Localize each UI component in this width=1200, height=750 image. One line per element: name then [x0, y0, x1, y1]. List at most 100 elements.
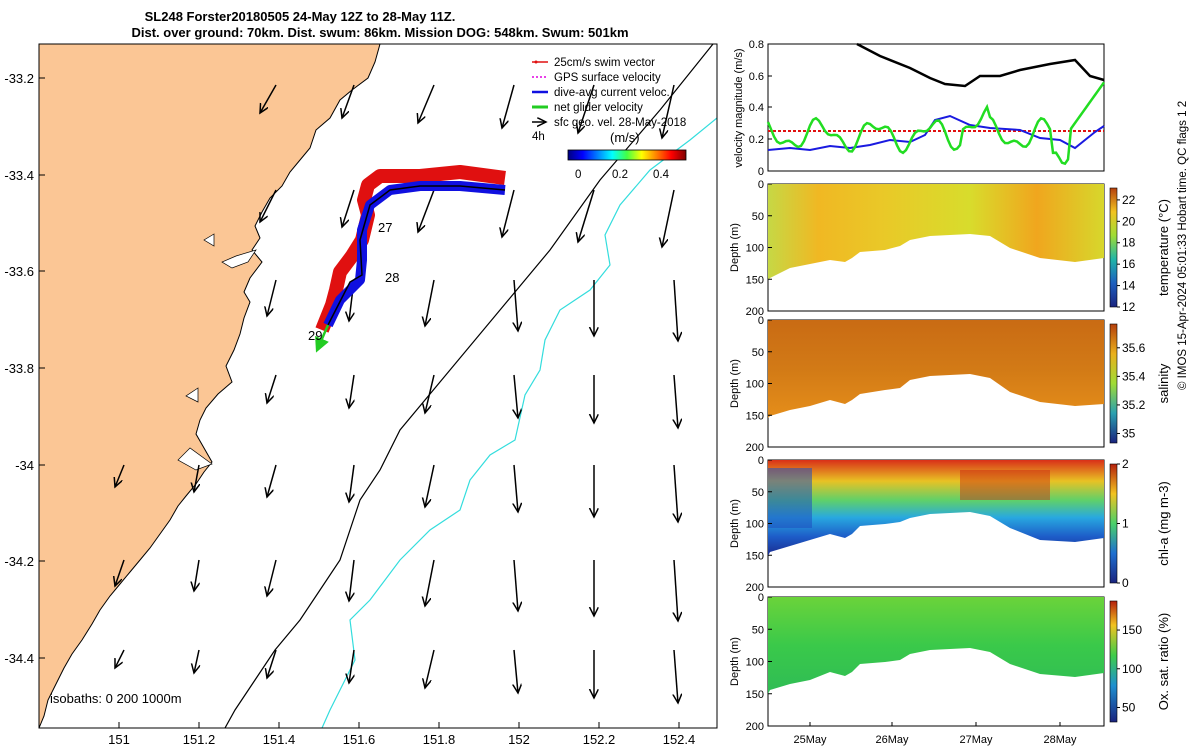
depth-tick: 200: [746, 306, 764, 318]
current-arrow: [425, 464, 435, 507]
legend-dive-avg: dive-avg current veloc.: [554, 87, 670, 99]
colorbar-label: salinity: [1156, 363, 1171, 403]
current-arrow: [662, 189, 675, 247]
isobath-200m: [224, 44, 714, 728]
current-arrow: [425, 374, 435, 413]
glider-track: [315, 165, 506, 353]
colorbar-tick: 35.6: [1122, 341, 1146, 355]
depth-tick: 150: [746, 410, 764, 422]
current-arrow: [267, 559, 277, 596]
current-arrow: [115, 559, 125, 586]
current-arrow: [674, 559, 678, 621]
depth-tick: 50: [752, 487, 764, 499]
colorbar-tick: 0.2: [612, 169, 628, 181]
current-arrow: [578, 189, 595, 242]
chart-title-line2: Dist. over ground: 70km. Dist. swum: 86k…: [131, 25, 629, 40]
velocity-line-black: [856, 42, 1105, 88]
legend-net-glider: net glider velocity: [554, 102, 643, 114]
depth-label: Depth (m): [729, 637, 741, 686]
velocity-ytick: 0.6: [749, 71, 764, 83]
isobaths-label: isobaths: 0 200 1000m: [50, 691, 182, 706]
date-tick: 26May: [875, 734, 909, 746]
depth-tick: 50: [752, 211, 764, 223]
date-tick: 25May: [793, 734, 827, 746]
lon-tick-label: 151.4: [263, 732, 296, 747]
map-panel: 27 28 29 151 151.2 151.4 151.6 151.8 152 152.2…: [4, 43, 718, 747]
colorbar-tick: 20: [1122, 214, 1136, 228]
current-arrow: [349, 649, 354, 683]
day-label-28: 28: [385, 270, 399, 285]
depth-tick: 100: [746, 243, 764, 255]
current-arrow: [502, 189, 515, 237]
depth-tick: 0: [758, 179, 764, 191]
current-arrow: [267, 464, 277, 497]
velocity-ytick: 0.8: [749, 39, 764, 51]
lat-tick-label: -33.2: [4, 71, 34, 86]
depth-tick: 0: [758, 592, 764, 604]
current-arrow: [342, 189, 355, 227]
lon-tick-label: 151.6: [343, 732, 376, 747]
velocity-line-green: [766, 81, 1106, 166]
timeseries-panels: velocity magnitude (m/s) 0 0.2 0.4 0.6 0.8 1…: [729, 39, 1189, 746]
legend-gps-velocity: GPS surface velocity: [554, 72, 661, 84]
lat-tick-label: -33.4: [4, 168, 34, 183]
colorbar-label: temperature (°C): [1156, 199, 1171, 296]
colorbar-tick: 14: [1122, 279, 1136, 293]
salinity-panel: 35 35.2 35.4 35.6 salinity: [767, 319, 1171, 448]
day-label-27: 27: [378, 220, 392, 235]
depth-tick: 50: [752, 624, 764, 636]
colorbar-tick: 18: [1122, 236, 1136, 250]
current-arrow: [267, 649, 277, 678]
current-arrow: [267, 374, 277, 403]
velocity-panel: velocity magnitude (m/s) 0 0.2 0.4 0.6 0.8: [733, 39, 1106, 178]
land-mass: [39, 44, 381, 728]
current-arrow: [194, 649, 199, 673]
colorbar-tick: 0.4: [653, 169, 670, 181]
lat-tick-label: -33.8: [4, 361, 34, 376]
depth-tick: 50: [752, 347, 764, 359]
temperature-panel: 12 14 16 18 20 22 temperature (°C): [767, 183, 1171, 314]
colorbar-label: chl-a (mg m-3): [1156, 481, 1171, 566]
depth-tick: 150: [746, 274, 764, 286]
colorbar: [1109, 187, 1118, 308]
current-arrow: [674, 464, 678, 522]
map-legend: 25cm/s swim vector GPS surface velocity …: [532, 57, 687, 181]
lat-tick-label: -34.2: [4, 554, 34, 569]
current-arrow: [260, 189, 277, 222]
current-arrow: [260, 84, 277, 113]
depth-tick: 0: [758, 315, 764, 327]
depth-tick: 0: [758, 455, 764, 467]
colorbar-tick: 1: [1122, 517, 1129, 531]
depth-label: Depth (m): [729, 223, 741, 272]
current-arrow: [578, 84, 595, 133]
isobath-1000m: [321, 117, 717, 728]
lon-tick-label: 152: [508, 732, 530, 747]
current-arrow: [502, 84, 515, 128]
colorbar-tick: 0: [575, 169, 581, 181]
current-arrow: [349, 464, 355, 502]
current-arrow: [115, 464, 125, 487]
depth-tick: 200: [746, 582, 764, 594]
colorbar-tick: 22: [1122, 193, 1136, 207]
day-label-29: 29: [308, 328, 322, 343]
depth-tick: 100: [746, 519, 764, 531]
current-arrow: [514, 279, 518, 331]
lat-tick-label: -34.4: [4, 651, 34, 666]
current-arrow: [674, 649, 678, 703]
current-arrow: [662, 84, 675, 138]
colorbar: [1109, 463, 1118, 584]
current-arrow: [349, 374, 354, 408]
depth-tick: 100: [746, 657, 764, 669]
velocity-ytick: 0.4: [749, 102, 764, 114]
oxygen-panel: 50 100 150 Ox. sat. ratio (%): [767, 596, 1171, 727]
colorbar-tick: 150: [1122, 623, 1142, 637]
current-arrow: [674, 374, 678, 428]
colorbar-tick: 100: [1122, 662, 1142, 676]
lon-tick-label: 151: [108, 732, 130, 747]
colorbar-tick: 35.2: [1122, 398, 1146, 412]
date-tick: 28May: [1043, 734, 1077, 746]
colorbar: [1109, 600, 1118, 723]
imos-note: © IMOS 15-Apr-2024 05:01:33 Hobart time.…: [1177, 101, 1189, 390]
colorbar-label: Ox. sat. ratio (%): [1156, 613, 1171, 711]
velocity-ytick: 0.2: [749, 134, 764, 146]
